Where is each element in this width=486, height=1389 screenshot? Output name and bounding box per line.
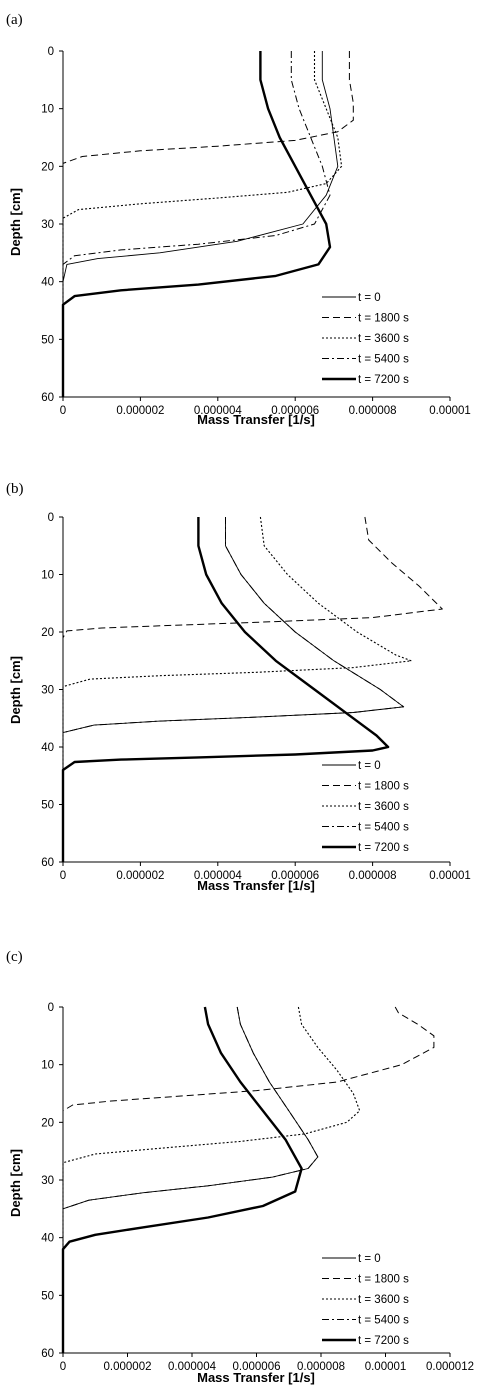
series-line-3 — [62, 1006, 361, 1353]
legend-label: t = 3600 s — [358, 801, 409, 813]
legend-label: t = 1800 s — [358, 313, 409, 325]
y-tick-label: 20 — [41, 161, 54, 173]
series-line-2 — [62, 516, 443, 862]
x-axis-title: Mass Transfer [1/s] — [197, 1370, 315, 1385]
x-tick-label: 0.000008 — [297, 1361, 345, 1373]
y-tick-label: 30 — [41, 685, 54, 697]
series-line-5 — [61, 1006, 303, 1353]
legend-label: t = 7200 s — [358, 1335, 409, 1347]
series-line-2 — [62, 51, 354, 397]
y-tick-label: 30 — [41, 219, 54, 231]
x-tick-label: 0.000006 — [271, 405, 319, 417]
x-tick-label: 0.000002 — [116, 870, 164, 882]
legend-label: t = 7200 s — [358, 374, 409, 386]
panel-label: (b) — [6, 481, 24, 497]
series-line-1 — [62, 1006, 319, 1353]
series-line-4 — [62, 517, 405, 862]
legend-label: t = 0 — [358, 1253, 381, 1265]
series-line-4 — [62, 1006, 319, 1353]
x-tick-label: 0.000004 — [194, 405, 243, 417]
y-tick-label: 20 — [41, 1117, 54, 1129]
x-tick-label: 0.000002 — [104, 1361, 152, 1373]
series-line-1 — [62, 51, 339, 397]
chart-panel-b: (b) Depth [cm] Mass Transfer [1/s] 0 10 20… — [6, 481, 471, 893]
y-tick-label: 60 — [41, 857, 54, 869]
legend-label: t = 5400 s — [358, 354, 409, 366]
series-line-5 — [61, 51, 332, 397]
x-tick-label: 0.000002 — [116, 405, 164, 417]
y-tick-label: 20 — [41, 627, 54, 639]
y-tick-label: 30 — [41, 1175, 54, 1187]
x-tick-label: 0.00001 — [429, 870, 471, 882]
y-tick-label: 10 — [41, 570, 54, 582]
y-tick-label: 60 — [41, 1348, 54, 1360]
chart-panel-c: (c) Depth [cm] Mass Transfer [1/s] 0 10 20… — [6, 949, 474, 1385]
series-line-3 — [62, 51, 343, 397]
chart-panel-a: (a) Depth [cm] Mass Transfer [1/s] 0 10 20… — [6, 12, 471, 427]
y-tick-label: 0 — [48, 1002, 54, 1014]
y-axis-title: Depth [cm] — [8, 1149, 23, 1217]
x-tick-label: 0.00001 — [365, 1361, 407, 1373]
x-tick-label: 0 — [60, 1361, 66, 1373]
x-tick-label: 0.000006 — [271, 870, 319, 882]
x-tick-label: 0.000004 — [168, 1361, 217, 1373]
x-tick-label: 0.000008 — [349, 405, 397, 417]
y-axis-title: Depth [cm] — [8, 188, 23, 256]
y-tick-label: 40 — [41, 277, 54, 289]
y-tick-label: 40 — [41, 742, 54, 754]
y-tick-label: 60 — [41, 392, 54, 404]
y-tick-label: 0 — [48, 512, 54, 524]
y-tick-label: 0 — [48, 46, 54, 58]
y-tick-label: 40 — [41, 1233, 54, 1245]
y-tick-label: 50 — [41, 1290, 54, 1302]
legend-label: t = 5400 s — [358, 1315, 409, 1327]
y-tick-label: 50 — [41, 800, 54, 812]
x-tick-label: 0.00001 — [429, 405, 471, 417]
legend-label: t = 3600 s — [358, 333, 409, 345]
legend-label: t = 1800 s — [358, 1274, 409, 1286]
x-axis-title: Mass Transfer [1/s] — [197, 878, 315, 893]
x-tick-label: 0 — [60, 870, 66, 882]
series-line-4 — [62, 51, 331, 397]
legend-label: t = 0 — [358, 292, 381, 304]
y-tick-label: 10 — [41, 1060, 54, 1072]
legend-label: t = 7200 s — [358, 842, 409, 854]
legend-label: t = 0 — [358, 760, 381, 772]
x-tick-label: 0.000006 — [233, 1361, 281, 1373]
y-tick-label: 50 — [41, 334, 54, 346]
legend-label: t = 1800 s — [358, 781, 409, 793]
x-tick-label: 0 — [60, 405, 66, 417]
x-tick-label: 0.000012 — [426, 1361, 474, 1373]
y-axis-title: Depth [cm] — [8, 656, 23, 724]
series-line-2 — [62, 1006, 435, 1353]
legend-label: t = 3600 s — [358, 1294, 409, 1306]
x-tick-label: 0.000008 — [349, 870, 397, 882]
x-axis-title: Mass Transfer [1/s] — [197, 412, 315, 427]
series-line-5 — [61, 517, 390, 862]
panel-label: (a) — [6, 12, 23, 28]
series-line-1 — [62, 517, 405, 862]
y-tick-label: 10 — [41, 104, 54, 116]
legend-label: t = 5400 s — [358, 822, 409, 834]
panel-label: (c) — [6, 949, 23, 965]
x-tick-label: 0.000004 — [194, 870, 243, 882]
